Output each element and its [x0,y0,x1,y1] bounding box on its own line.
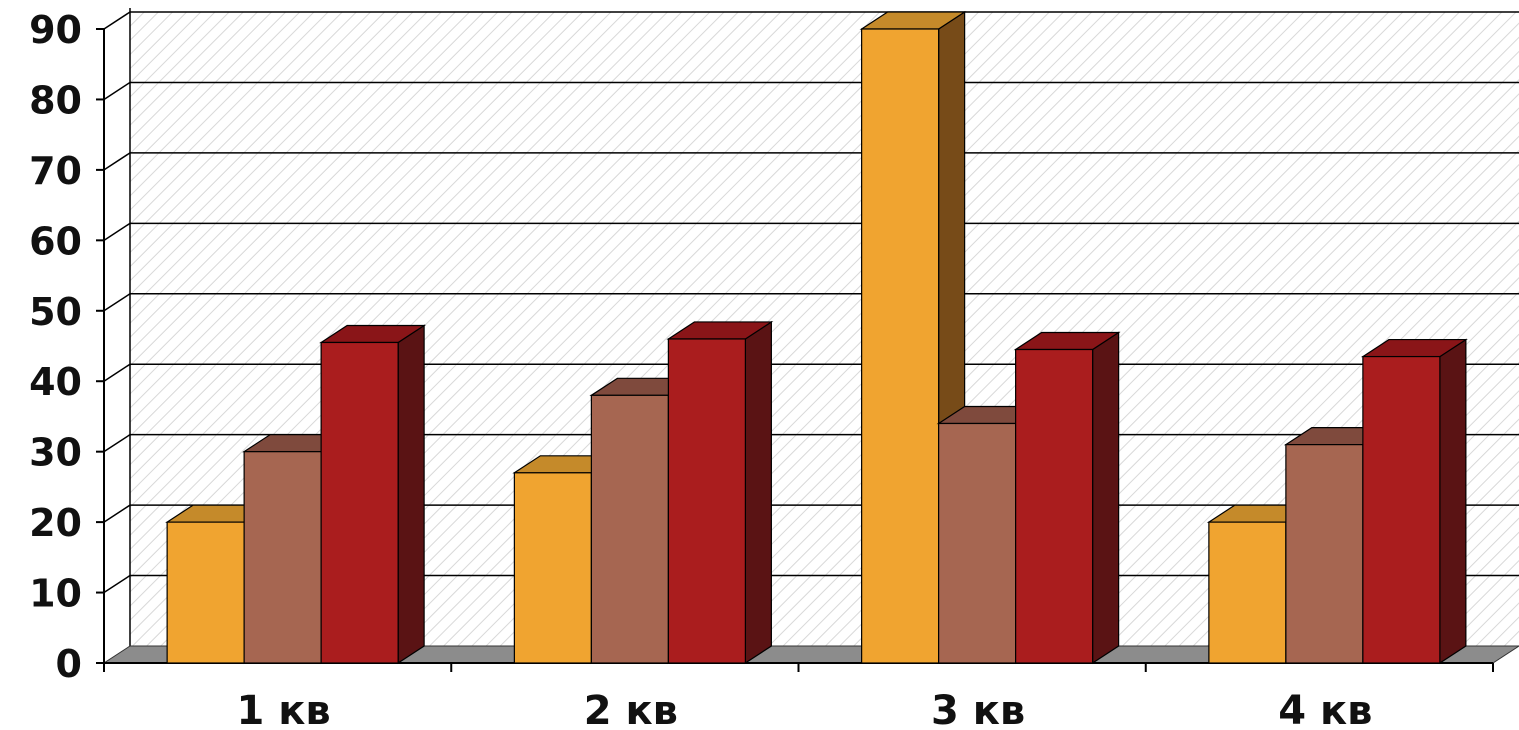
bar-side [744,320,772,665]
bar-front [320,341,399,664]
bar [1360,338,1468,665]
bar-front [1208,521,1287,664]
bar [1013,331,1121,665]
gridline-side [103,222,131,241]
bar-front [513,472,592,664]
x-category-label: 4 кв [1278,688,1372,730]
gridline-side [103,81,131,101]
bar [666,320,774,665]
y-tick-label: 0 [56,642,82,686]
y-tick-label: 70 [29,149,82,193]
x-category-label: 2 кв [584,688,678,730]
bars-layer [165,10,1468,665]
label-layer: 0 10 20 30 40 50 60 70 80 90 1 кв 2 кв 3 кв 4 кв [29,8,1372,730]
bar [319,324,427,665]
bar-front [1285,444,1364,664]
y-tick-label: 80 [29,78,82,122]
y-tick-label: 90 [29,8,82,52]
bar-front [938,422,1017,664]
y-tick-label: 60 [29,219,82,263]
bar-side [1092,331,1120,665]
gridline-side [103,574,131,594]
gridline-side [103,152,131,171]
bar-side [1439,338,1467,665]
gridline-side [103,293,131,312]
bar-side [397,324,425,665]
bar-front [166,521,245,664]
bar-front [667,338,746,664]
bar-front [861,28,940,664]
gridline-side [103,504,131,523]
bar-front [590,394,669,664]
x-category-label: 1 кв [237,688,331,730]
gridline-side [103,363,131,382]
y-tick-label: 20 [29,501,82,545]
gridline-side [103,434,131,453]
bar-front [1362,355,1441,664]
y-tick-label: 30 [29,431,82,475]
x-category-label: 3 кв [931,688,1025,730]
y-tick-label: 40 [29,360,82,404]
y-tick-label: 10 [29,572,82,616]
y-tick-label: 50 [29,290,82,334]
gridline-side [103,11,131,30]
bar-front [1015,348,1094,664]
bar-front [243,451,322,664]
